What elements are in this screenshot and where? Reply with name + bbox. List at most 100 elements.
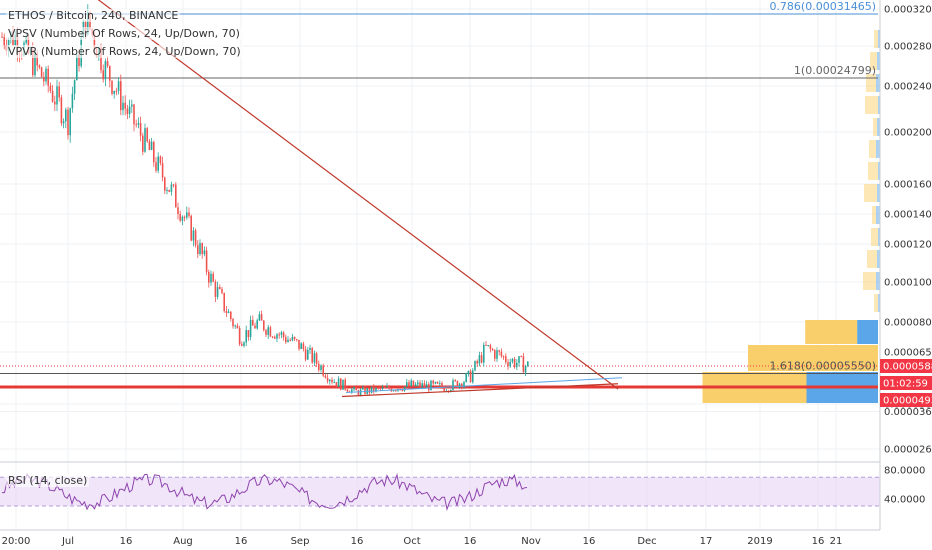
legend-vpsv[interactable]: VPSV (Number Of Rows, 24, Up/Down, 70) bbox=[6, 27, 242, 40]
candle-body bbox=[1, 36, 3, 38]
candle-body bbox=[247, 330, 250, 338]
candle-body bbox=[225, 310, 228, 313]
candle-body bbox=[362, 387, 364, 390]
candle-body bbox=[265, 330, 267, 335]
candle-body bbox=[71, 93, 74, 109]
time-tick-label: 20:00 bbox=[2, 536, 31, 547]
candle-body bbox=[269, 327, 272, 337]
candle-body bbox=[47, 68, 49, 86]
candle-body bbox=[36, 53, 38, 66]
candle-body bbox=[386, 386, 388, 388]
candle-body bbox=[128, 106, 131, 114]
candle-body bbox=[175, 184, 177, 208]
price-tick-label: 0.00012000 bbox=[884, 240, 932, 251]
candle-body bbox=[276, 334, 278, 339]
price-tick-label: 0.00010000 bbox=[884, 278, 932, 289]
vpsv-down-10 bbox=[867, 250, 877, 268]
candle-body bbox=[117, 81, 120, 91]
time-tick-label: Aug bbox=[173, 536, 193, 547]
candle-body bbox=[170, 184, 173, 192]
candle-body bbox=[518, 356, 520, 363]
candle-body bbox=[417, 382, 419, 385]
candle-body bbox=[159, 156, 162, 163]
candle-body bbox=[351, 389, 353, 393]
price-tick-label: 0.00024000 bbox=[884, 82, 932, 93]
candle-body bbox=[326, 377, 329, 382]
vpsv-down-8 bbox=[872, 206, 876, 224]
candle-body bbox=[412, 380, 415, 387]
candle-body bbox=[377, 387, 379, 389]
vpsv-down-5 bbox=[869, 140, 876, 158]
candle-body bbox=[491, 348, 494, 351]
legend-rsi[interactable]: RSI (14, close) bbox=[6, 474, 90, 487]
candle-body bbox=[522, 356, 525, 373]
candle-body bbox=[146, 128, 148, 142]
candle-body bbox=[183, 216, 186, 218]
candle-body bbox=[179, 214, 181, 221]
candle-body bbox=[403, 386, 406, 391]
price-tick-label: 0.00002600 bbox=[884, 445, 932, 456]
candle-body bbox=[190, 215, 192, 241]
candle-body bbox=[483, 344, 485, 363]
candle-body bbox=[124, 102, 126, 109]
candle-body bbox=[500, 351, 503, 357]
rsi-tick-label: 80.0000 bbox=[884, 466, 925, 477]
vpsv-up-3 bbox=[878, 96, 880, 114]
time-tick-label: 2019 bbox=[747, 536, 772, 547]
candle-body bbox=[214, 281, 217, 297]
candle-body bbox=[131, 104, 133, 107]
candle-body bbox=[157, 156, 159, 171]
candle-body bbox=[274, 336, 276, 339]
time-tick-label: 16 bbox=[120, 536, 133, 547]
candle-body bbox=[263, 320, 265, 331]
price-axis[interactable]: 0.00032000 0.00028000 0.00024000 0.00020000… bbox=[879, 0, 932, 550]
volume-profile-main bbox=[702, 320, 878, 403]
candle-body bbox=[311, 348, 313, 363]
candle-body bbox=[38, 65, 41, 68]
candle-body bbox=[102, 70, 104, 80]
candle-body bbox=[45, 68, 47, 82]
candle-body bbox=[340, 378, 342, 390]
candle-body bbox=[436, 381, 439, 384]
candle-body bbox=[252, 319, 254, 326]
candles bbox=[1, 4, 529, 397]
vpsv-up-7 bbox=[877, 184, 880, 202]
candle-body bbox=[148, 141, 151, 150]
candle-body bbox=[458, 383, 461, 388]
candle-body bbox=[58, 86, 60, 98]
vpsv-down-3 bbox=[865, 96, 878, 114]
candle-body bbox=[318, 363, 320, 371]
candle-body bbox=[485, 344, 487, 346]
candle-body bbox=[452, 380, 454, 390]
candle-body bbox=[122, 102, 124, 111]
candle-body bbox=[443, 387, 445, 391]
candle-body bbox=[40, 67, 43, 77]
candle-body bbox=[87, 11, 89, 35]
vpvr-up-0 bbox=[857, 320, 878, 344]
time-axis[interactable]: 20:00 Jul 16 Aug 16 Sep 16 Oct 16 Nov 16 Dec 17 2019 1… bbox=[0, 529, 880, 547]
candle-body bbox=[300, 343, 302, 349]
vpsv-up-1 bbox=[877, 52, 880, 70]
candle-body bbox=[401, 390, 404, 392]
candle-body bbox=[298, 339, 300, 349]
candle-body bbox=[258, 314, 261, 321]
candle-body bbox=[16, 34, 19, 54]
legend-vpvr[interactable]: VPVR (Number Of Rows, 24, Up/Down, 70) bbox=[6, 45, 243, 58]
candle-body bbox=[302, 343, 305, 350]
candle-body bbox=[142, 135, 144, 152]
candle-body bbox=[379, 387, 382, 389]
candle-body bbox=[370, 386, 373, 393]
rsi-tick-label: 40.0000 bbox=[884, 494, 925, 505]
candle-body bbox=[34, 53, 36, 76]
price-axis-bg bbox=[880, 0, 932, 550]
candle-body bbox=[291, 336, 294, 341]
candle-body bbox=[186, 212, 188, 218]
legend-symbol[interactable]: ETHOS / Bitcoin, 240, BINANCE bbox=[6, 9, 181, 22]
vpsv-down-4 bbox=[873, 118, 877, 136]
vpsv-up-11 bbox=[876, 272, 880, 290]
candle-body bbox=[487, 345, 489, 347]
candle-body bbox=[56, 86, 58, 105]
candle-body bbox=[236, 325, 239, 329]
vpsv-down-7 bbox=[864, 184, 877, 202]
